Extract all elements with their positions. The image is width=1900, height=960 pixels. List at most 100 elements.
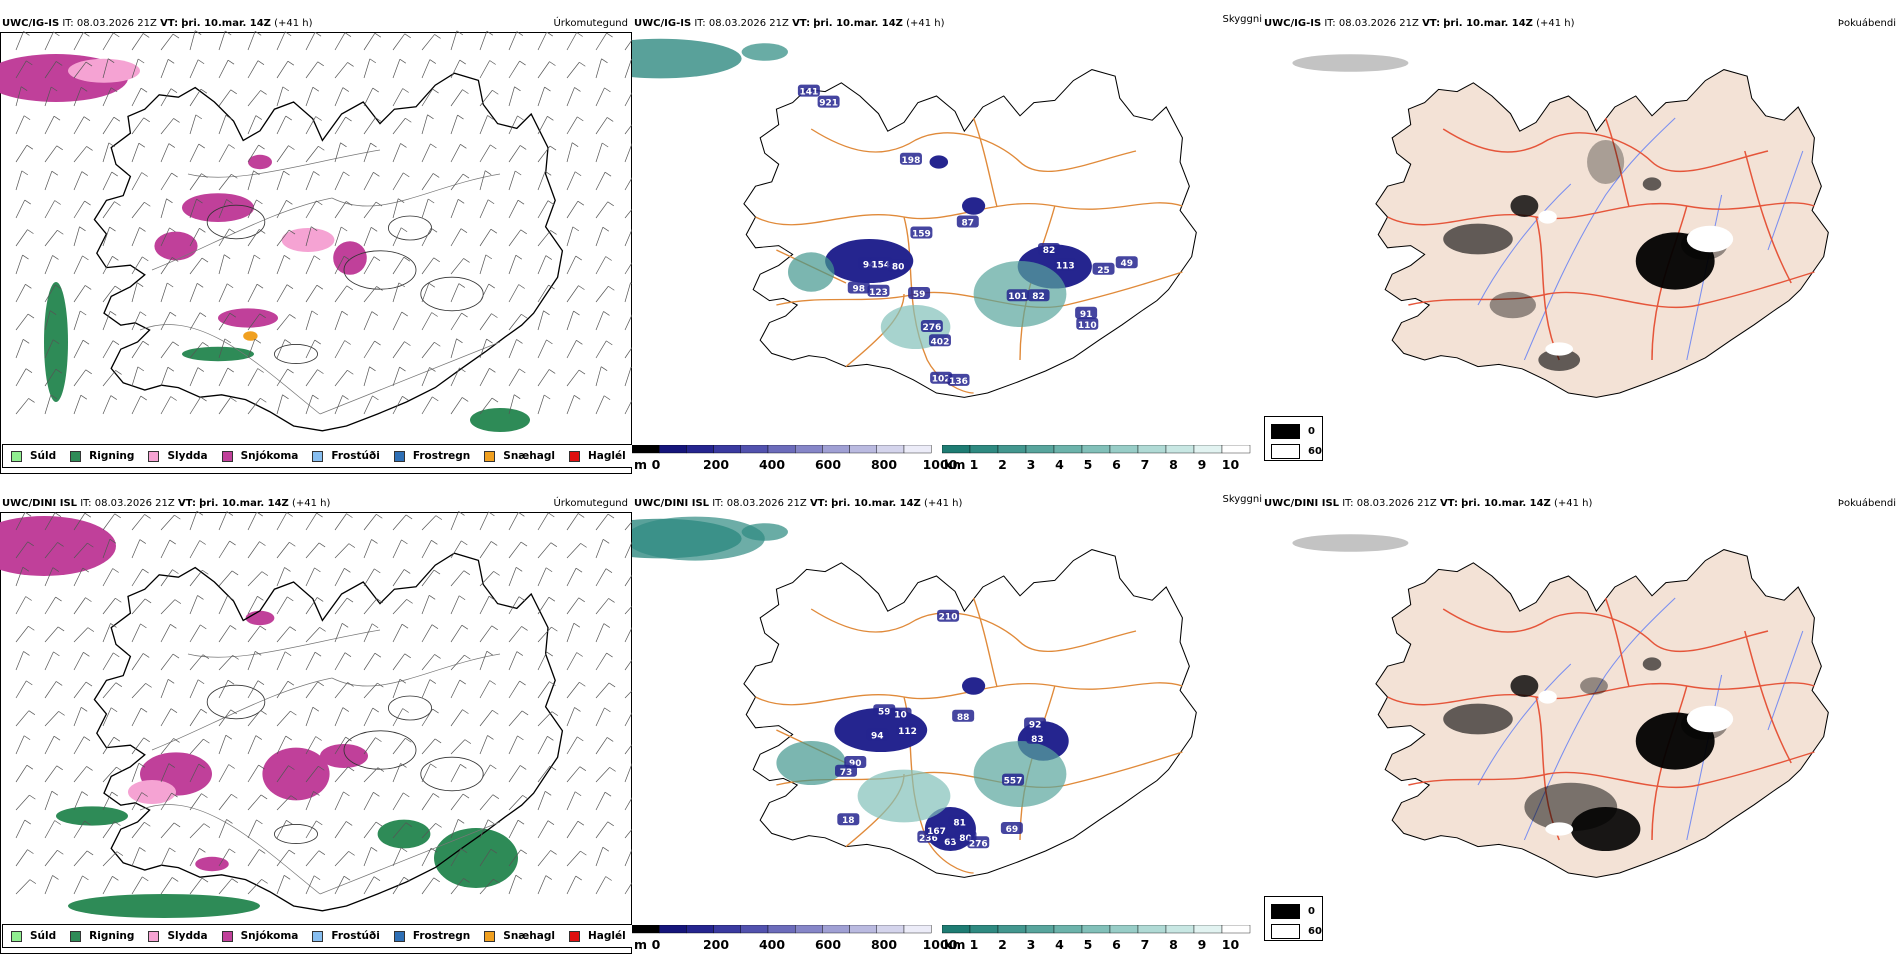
visibility-panel: UWC/IG-IS IT: 08.03.2026 21Z VT: þri. 10… (632, 10, 1264, 480)
low-cloud-area (962, 677, 985, 695)
colorbar-segment (1026, 445, 1054, 453)
colorbar-segment (1110, 445, 1138, 453)
fog-area (1443, 224, 1513, 255)
colorbar-segment (904, 445, 931, 453)
colorbar-segment (970, 925, 998, 933)
colorbar-segment (1026, 925, 1054, 933)
colorbar-tick: 2 (998, 457, 1007, 472)
snow-area (0, 516, 116, 576)
low-visibility-area (632, 39, 742, 79)
colorbar-segment (1054, 445, 1082, 453)
fog-area (1510, 195, 1538, 217)
rain-area (470, 408, 530, 432)
map-canvas[interactable] (1264, 490, 1900, 960)
cloud-base-label: 101 (1008, 292, 1027, 302)
cloud-base-colorbar (632, 445, 932, 457)
fog-legend-swatch (1271, 424, 1300, 439)
legend-item: Frostúði (312, 450, 379, 462)
precip-type-panel: UWC/DINI ISL IT: 08.03.2026 21Z VT: þri.… (0, 490, 632, 960)
low-cloud-area (962, 197, 985, 215)
legend-label: Snæhagl (503, 930, 555, 942)
cloud-base-label: 18 (842, 816, 855, 826)
fog-legend-label: 0 (1308, 906, 1315, 917)
colorbar-tick: 800 (871, 457, 897, 472)
glacier-area (1687, 706, 1733, 732)
cloud-base-label: 82 (1032, 292, 1045, 302)
glacier-area (1538, 210, 1557, 223)
colorbar-tick: 6 (1112, 457, 1121, 472)
fog-indicator-panel: UWC/DINI ISL IT: 08.03.2026 21Z VT: þri.… (1264, 490, 1900, 960)
colorbar-tick: 10 (1222, 457, 1239, 472)
snow-area (154, 232, 197, 261)
colorbar-tick: 9 (1198, 457, 1207, 472)
fog-indicator-panel: UWC/IG-IS IT: 08.03.2026 21Z VT: þri. 10… (1264, 10, 1900, 480)
legend-swatch (569, 931, 580, 942)
legend-swatch (484, 931, 495, 942)
fog-legend-label: 60 (1308, 926, 1322, 937)
fog-area (1643, 657, 1662, 670)
legend-label: Súld (30, 930, 56, 942)
legend-swatch (484, 451, 495, 462)
colorbar-segment (998, 445, 1026, 453)
cloud-base-label: 276 (922, 323, 941, 333)
cloud-base-label: 136 (949, 377, 968, 387)
colorbar-tick: 4 (1055, 457, 1064, 472)
fog-legend-swatch (1271, 904, 1300, 919)
legend-swatch (569, 451, 580, 462)
legend-item: Rigning (70, 450, 134, 462)
legend-label: Frostúði (331, 930, 379, 942)
glacier-outline (421, 757, 483, 791)
cloud-base-label: 88 (957, 713, 970, 723)
colorbar-segment (1082, 445, 1110, 453)
legend-item: Snæhagl (484, 450, 555, 462)
low-visibility-area (742, 43, 788, 61)
cloud-base-label: 198 (902, 156, 921, 166)
legend-item: Haglél (569, 450, 626, 462)
colorbar-segment (659, 925, 686, 933)
fog-legend-item: 60 (1271, 924, 1322, 939)
snow-area (182, 193, 254, 222)
colorbar-segment (998, 925, 1026, 933)
legend-label: Snjókoma (241, 930, 299, 942)
colorbar-segment (877, 925, 904, 933)
map-canvas[interactable] (0, 490, 632, 960)
glacier-area (1545, 822, 1573, 835)
colorbar-tick: 1 (970, 457, 979, 472)
cloud-base-label: 98 (852, 285, 865, 295)
colorbar-tick: 3 (1027, 457, 1036, 472)
colorbar-tick: 0 (652, 457, 661, 472)
colorbar-segment (822, 445, 849, 453)
cloud-base-label: 141 (799, 88, 818, 98)
legend-item: Haglél (569, 930, 626, 942)
colorbar-segment (741, 445, 768, 453)
cloud-base-label: 81 (953, 818, 966, 828)
snow-area (333, 241, 367, 275)
glacier-area (1545, 342, 1573, 355)
cloud-base-label: 921 (819, 99, 838, 109)
fog-legend-swatch (1271, 444, 1300, 459)
fog-legend-label: 0 (1308, 426, 1315, 437)
map-canvas[interactable] (0, 10, 632, 480)
colorbar-segment (1166, 925, 1194, 933)
cloud-base-label: 402 (931, 337, 950, 347)
snow-area (195, 857, 229, 871)
legend-label: Haglél (588, 450, 626, 462)
fog-streak (1292, 534, 1408, 552)
colorbar-segment (1222, 925, 1250, 933)
glacier-area (1687, 226, 1733, 252)
colorbar-segment (970, 445, 998, 453)
colorbar-segment (877, 445, 904, 453)
coastline (1376, 70, 1828, 398)
legend-swatch (312, 451, 323, 462)
cloud-base-label: 82 (1043, 246, 1056, 256)
cloud-base-label: 49 (1120, 259, 1133, 269)
legend-item: Slydda (148, 930, 207, 942)
map-canvas[interactable] (1264, 10, 1900, 480)
colorbar-segment (741, 925, 768, 933)
colorbar-segment (1138, 445, 1166, 453)
